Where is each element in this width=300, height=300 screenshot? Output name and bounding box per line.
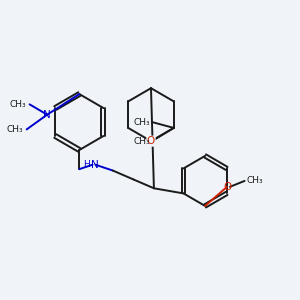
Text: CH₃: CH₃ (10, 100, 26, 109)
Text: O: O (223, 182, 231, 192)
Text: CH₃: CH₃ (7, 125, 23, 134)
Text: N: N (43, 110, 51, 120)
Text: H: H (83, 160, 89, 169)
Text: CH₃: CH₃ (134, 118, 150, 127)
Text: CH₃: CH₃ (246, 176, 263, 185)
Text: CH₃: CH₃ (134, 137, 150, 146)
Text: N: N (91, 160, 99, 170)
Text: O: O (147, 136, 155, 146)
